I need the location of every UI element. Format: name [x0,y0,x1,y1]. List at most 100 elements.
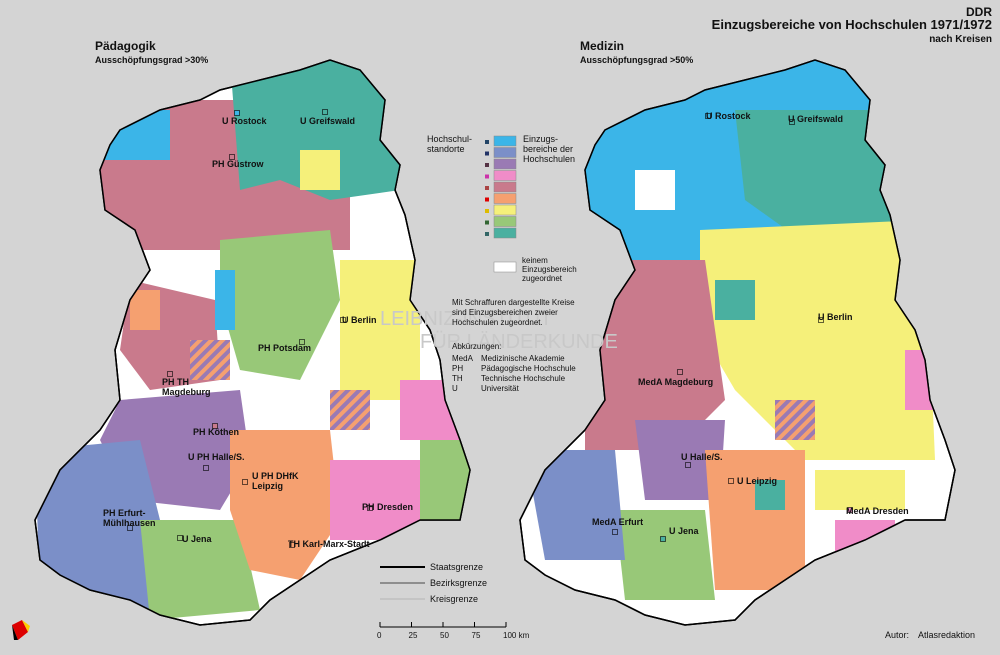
legend-marker [485,197,489,202]
map-title: Medizin [580,39,624,53]
legend-note: Mit Schraffuren dargestellte Kreise [452,298,575,307]
abbr-short: TH [452,374,463,383]
map-title: Pädagogik [95,39,156,53]
legend-swatch [493,261,517,273]
place-label: Mühlhausen [103,518,156,528]
location-marker [789,119,795,125]
place-label: PH Erfurt- [103,508,146,518]
location-marker [203,465,209,471]
location-marker [818,317,824,323]
watermark: LEIBNIZ-INSTITUT [380,308,552,330]
abbr-long: Medizinische Akademie [481,354,565,363]
legend-label: Einzugsbereich [522,265,577,274]
location-marker [847,507,853,513]
boundary-label: Bezirksgrenze [430,578,487,588]
place-label: U Jena [669,526,700,536]
place-label: U Rostock [706,111,752,121]
legend-label: Hochschul- [427,134,472,144]
place-label: TH Karl-Marx-Stadt [288,539,370,549]
legend-note: Hochschulen zugeordnet. [452,318,543,327]
place-label: PH Köthen [193,427,239,437]
place-label: U Greifswald [300,116,355,126]
place-label: U Jena [182,534,213,544]
place-label: MedA Dresden [846,506,909,516]
legend-marker [485,174,489,179]
place-label: U PH Halle/S. [188,452,245,462]
legend-swatch [493,216,517,227]
scale-label: 25 [409,631,418,640]
location-marker [177,535,183,541]
location-marker [234,110,240,116]
location-marker [299,339,305,345]
place-label: U PH DHfK [252,471,299,481]
watermark: FÜR LÄNDERKUNDE [420,331,618,353]
place-label: PH Dresden [362,502,413,512]
subtitle: nach Kreisen [929,34,992,45]
legend-marker [485,163,489,167]
location-marker [340,317,346,323]
place-label: U Halle/S. [681,452,723,462]
legend-marker [485,186,489,190]
location-marker [367,505,373,511]
boundary-label: Kreisgrenze [430,594,478,604]
legend-marker [485,232,489,236]
country: DDR [966,5,992,19]
scale-label: 0 [377,631,382,640]
legend-swatch [493,204,517,216]
legend-marker [485,140,489,144]
scale-label: 75 [472,631,481,640]
place-label: Leipzig [252,481,283,491]
legend-marker [485,151,489,156]
place-label: MedA Erfurt [592,517,643,527]
location-marker [212,423,218,429]
location-marker [677,369,683,375]
place-label: PH Güstrow [212,159,265,169]
location-marker [242,479,248,485]
abbr-long: Technische Hochschule [481,374,566,383]
location-marker [229,154,235,160]
legend-label: keinem [522,256,548,265]
location-marker [289,542,295,548]
title: Einzugsbereiche von Hochschulen 1971/197… [712,17,992,32]
place-label: U Berlin [342,315,377,325]
place-label: U Leipzig [737,476,777,486]
credit-value: Atlasredaktion [918,630,975,640]
legend-abbr-title: Abkürzungen: [452,342,501,351]
abbr-short: U [452,384,458,393]
legend-swatch [493,147,517,158]
abbr-short: PH [452,364,463,373]
legend-swatch [493,227,517,239]
legend-marker [485,209,489,213]
location-marker [705,113,711,119]
place-label: MedA Magdeburg [638,377,713,387]
place-label: PH TH [162,377,189,387]
legend-marker [485,220,489,225]
location-marker [660,536,666,542]
abbr-long: Universität [481,384,520,393]
legend-label: Einzugs- [523,134,558,144]
legend-label: Hochschulen [523,154,575,164]
map-medizin [519,59,956,626]
location-marker [322,109,328,115]
map-subtitle: Ausschöpfungsgrad >30% [95,55,208,65]
map-paedagogik [34,59,471,626]
legend-label: standorte [427,144,465,154]
place-label: U Greifswald [788,114,843,124]
abbr-long: Pädagogische Hochschule [481,364,576,373]
legend-note: sind Einzugsbereichen zweier [452,308,558,317]
legend-swatch [493,193,517,204]
place-label: Magdeburg [162,387,211,397]
abbr-short: MedA [452,354,474,363]
legend-swatch [493,135,517,147]
legend-swatch [493,170,517,181]
location-marker [612,529,618,535]
legend-label: zugeordnet [522,274,563,283]
location-marker [127,525,133,531]
location-marker [728,478,734,484]
credit-label: Autor: [885,630,909,640]
boundary-label: Staatsgrenze [430,562,483,572]
map-subtitle: Ausschöpfungsgrad >50% [580,55,693,65]
scale-label: 100 km [503,631,530,640]
legend-swatch [493,181,517,193]
